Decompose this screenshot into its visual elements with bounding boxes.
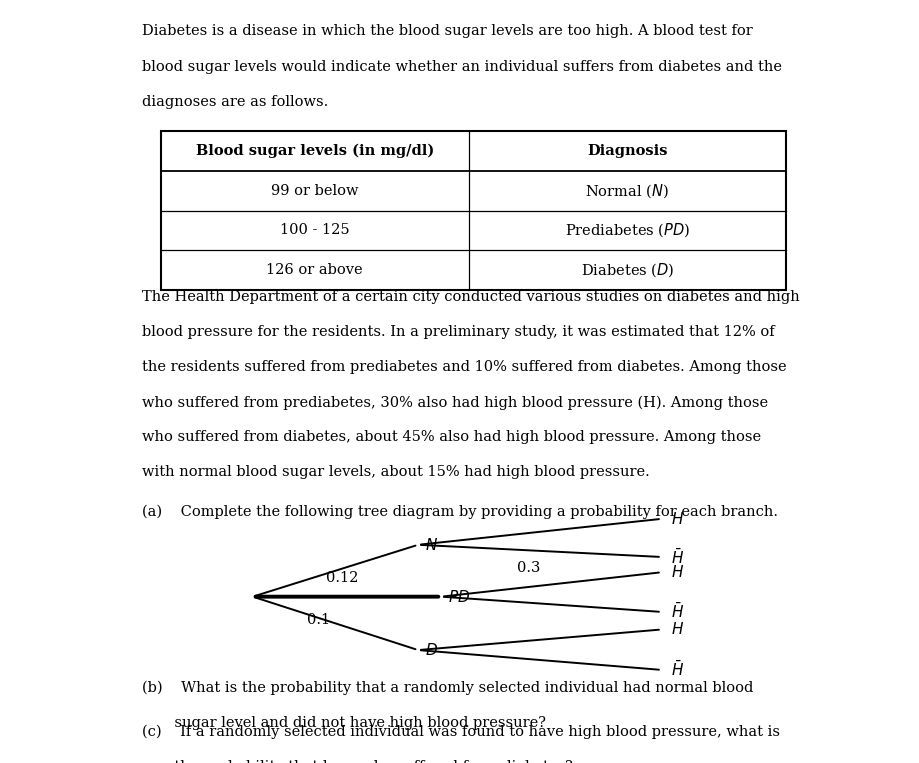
Text: diagnoses are as follows.: diagnoses are as follows.	[142, 95, 329, 108]
Text: $H$: $H$	[671, 565, 684, 580]
Text: 0.1: 0.1	[307, 613, 331, 627]
Text: 99 or below: 99 or below	[271, 184, 358, 198]
Text: blood pressure for the residents. In a preliminary study, it was estimated that : blood pressure for the residents. In a p…	[142, 325, 775, 339]
Text: Diabetes is a disease in which the blood sugar levels are too high. A blood test: Diabetes is a disease in which the blood…	[142, 24, 754, 38]
Text: sugar level and did not have high blood pressure?: sugar level and did not have high blood …	[142, 716, 547, 729]
Text: the residents suffered from prediabetes and 10% suffered from diabetes. Among th: the residents suffered from prediabetes …	[142, 360, 787, 374]
Text: The Health Department of a certain city conducted various studies on diabetes an: The Health Department of a certain city …	[142, 290, 800, 304]
Text: $N$: $N$	[425, 537, 437, 552]
Text: the probability that he or she suffered from diabetes?: the probability that he or she suffered …	[142, 760, 573, 763]
Text: 126 or above: 126 or above	[267, 263, 363, 277]
Text: $H$: $H$	[671, 511, 684, 526]
Text: blood sugar levels would indicate whether an individual suffers from diabetes an: blood sugar levels would indicate whethe…	[142, 60, 782, 73]
Text: $\bar{H}$: $\bar{H}$	[671, 660, 684, 680]
FancyBboxPatch shape	[161, 131, 786, 290]
Text: with normal blood sugar levels, about 15% had high blood pressure.: with normal blood sugar levels, about 15…	[142, 465, 651, 479]
Text: $\bar{H}$: $\bar{H}$	[671, 547, 684, 567]
Text: (c)    If a randomly selected individual was found to have high blood pressure, : (c) If a randomly selected individual wa…	[142, 725, 780, 739]
Text: Diagnosis: Diagnosis	[587, 144, 667, 158]
Text: 100 - 125: 100 - 125	[280, 224, 349, 237]
Text: $\bar{H}$: $\bar{H}$	[671, 602, 684, 622]
Text: (b)    What is the probability that a randomly selected individual had normal bl: (b) What is the probability that a rando…	[142, 681, 754, 695]
Text: 0.3: 0.3	[516, 562, 540, 575]
Text: $H$: $H$	[671, 622, 684, 637]
Text: who suffered from prediabetes, 30% also had high blood pressure (H). Among those: who suffered from prediabetes, 30% also …	[142, 395, 768, 410]
Text: $D$: $D$	[425, 642, 437, 658]
Text: 0.12: 0.12	[326, 571, 358, 585]
Text: Blood sugar levels (in mg/dl): Blood sugar levels (in mg/dl)	[196, 144, 434, 158]
Text: Prediabetes ($\mathit{PD}$): Prediabetes ($\mathit{PD}$)	[564, 221, 690, 240]
Text: who suffered from diabetes, about 45% also had high blood pressure. Among those: who suffered from diabetes, about 45% al…	[142, 430, 762, 444]
Text: (a)    Complete the following tree diagram by providing a probability for each b: (a) Complete the following tree diagram …	[142, 505, 778, 520]
Text: Diabetes ($\mathit{D}$): Diabetes ($\mathit{D}$)	[581, 261, 674, 279]
Text: $PD$: $PD$	[448, 589, 470, 604]
Text: Normal ($\mathit{N}$): Normal ($\mathit{N}$)	[585, 182, 669, 200]
